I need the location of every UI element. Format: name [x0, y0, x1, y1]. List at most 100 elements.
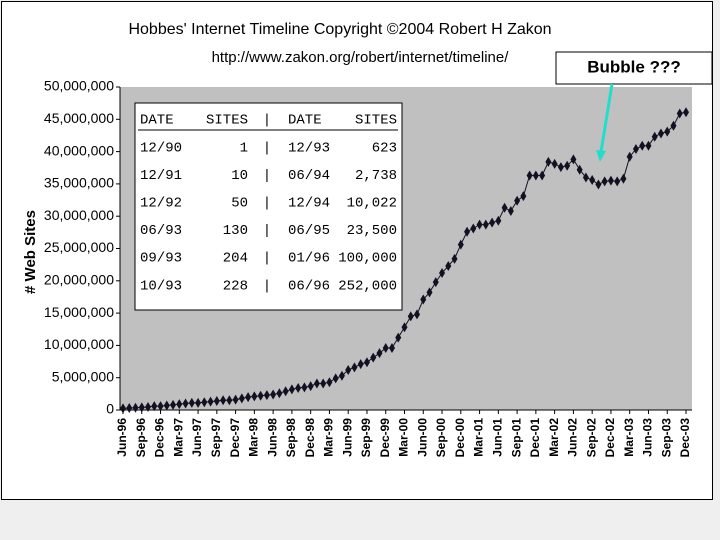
x-tick-label: Jun-02: [566, 418, 580, 457]
point: [201, 397, 208, 408]
point: [476, 219, 483, 230]
point: [132, 402, 139, 413]
point: [607, 175, 614, 186]
arrow-head: [596, 150, 606, 162]
point: [326, 377, 333, 388]
point: [657, 128, 664, 139]
x-tick-label: Jun-99: [340, 418, 354, 457]
y-tick-label: 20,000,000: [44, 272, 114, 288]
x-tick-label: Dec-02: [603, 418, 617, 458]
point: [507, 206, 514, 217]
table-cell: 204: [223, 251, 248, 267]
table-header: DATE: [288, 113, 322, 129]
point: [482, 219, 489, 230]
point: [120, 403, 126, 414]
x-tick-label: Mar-03: [622, 418, 636, 457]
point: [163, 400, 170, 411]
point: [288, 384, 295, 395]
point: [376, 348, 383, 359]
point: [282, 386, 289, 397]
point: [338, 370, 345, 381]
x-tick-label: Dec-01: [528, 418, 542, 458]
point: [445, 260, 452, 271]
point: [651, 131, 658, 142]
point: [251, 391, 258, 402]
y-tick-label: 45,000,000: [44, 110, 114, 126]
table-cell: 09/93: [140, 251, 182, 267]
x-tick-label: Sep-00: [434, 418, 448, 458]
x-tick-label: Dec-99: [378, 418, 392, 458]
point: [170, 399, 177, 410]
table-cell: 228: [223, 278, 248, 294]
table-separator: |: [263, 251, 271, 267]
point: [664, 126, 671, 137]
point: [532, 170, 539, 181]
x-tick-label: Dec-98: [303, 418, 317, 458]
point: [188, 397, 195, 408]
point: [439, 268, 446, 279]
point: [232, 394, 239, 405]
table-separator: |: [263, 196, 271, 212]
point: [182, 398, 189, 409]
annotation: Bubble ???: [587, 57, 680, 76]
point: [551, 158, 558, 169]
table-cell: 06/93: [140, 223, 182, 239]
point: [226, 395, 233, 406]
point: [345, 364, 352, 375]
table-separator: |: [263, 278, 271, 294]
x-tick-label: Dec-00: [453, 418, 467, 458]
table-box: [134, 102, 403, 311]
x-tick-label: Sep-98: [284, 418, 298, 458]
point: [145, 402, 152, 413]
point: [157, 401, 164, 412]
point: [470, 223, 477, 234]
point: [313, 378, 320, 389]
point: [357, 359, 364, 370]
x-tick-label: Jun-96: [115, 418, 129, 457]
point: [601, 176, 608, 187]
point: [407, 311, 414, 322]
point: [414, 309, 421, 320]
point: [332, 373, 339, 384]
point: [220, 395, 227, 406]
point: [626, 151, 633, 162]
point: [489, 217, 496, 228]
point: [370, 352, 377, 363]
table-cell: 01/96: [288, 251, 330, 267]
point: [207, 396, 214, 407]
table-header: SITES: [355, 113, 397, 129]
point: [388, 342, 395, 353]
point: [307, 381, 314, 392]
point: [432, 277, 439, 288]
y-tick-label: 25,000,000: [44, 239, 114, 255]
point: [238, 393, 245, 404]
table-cell: 12/90: [140, 140, 182, 156]
y-tick-label: 0: [106, 401, 114, 417]
x-tick-label: Mar-99: [322, 418, 336, 457]
table-cell: 252,000: [338, 278, 397, 294]
x-tick-label: Mar-00: [397, 418, 411, 457]
point: [632, 144, 639, 155]
table-header: SITES: [206, 113, 248, 129]
point: [570, 154, 577, 165]
point: [620, 173, 627, 184]
x-tick-label: Jun-00: [415, 418, 429, 457]
point: [526, 170, 533, 181]
table-cell: 06/96: [288, 278, 330, 294]
point: [426, 287, 433, 298]
x-tick-label: Mar-01: [472, 418, 486, 457]
x-tick-label: Mar-02: [547, 418, 561, 457]
y-tick-label: 5,000,000: [52, 368, 114, 384]
point: [401, 322, 408, 333]
y-tick-label: 10,000,000: [44, 336, 114, 352]
table-separator: |: [263, 113, 271, 129]
table-cell: 12/94: [288, 196, 330, 212]
table-cell: 12/93: [288, 140, 330, 156]
x-tick-label: Dec-03: [678, 418, 692, 458]
point: [539, 170, 546, 181]
x-tick-label: Mar-97: [171, 418, 185, 457]
x-tick-label: Dec-96: [153, 418, 167, 458]
point: [614, 176, 621, 187]
